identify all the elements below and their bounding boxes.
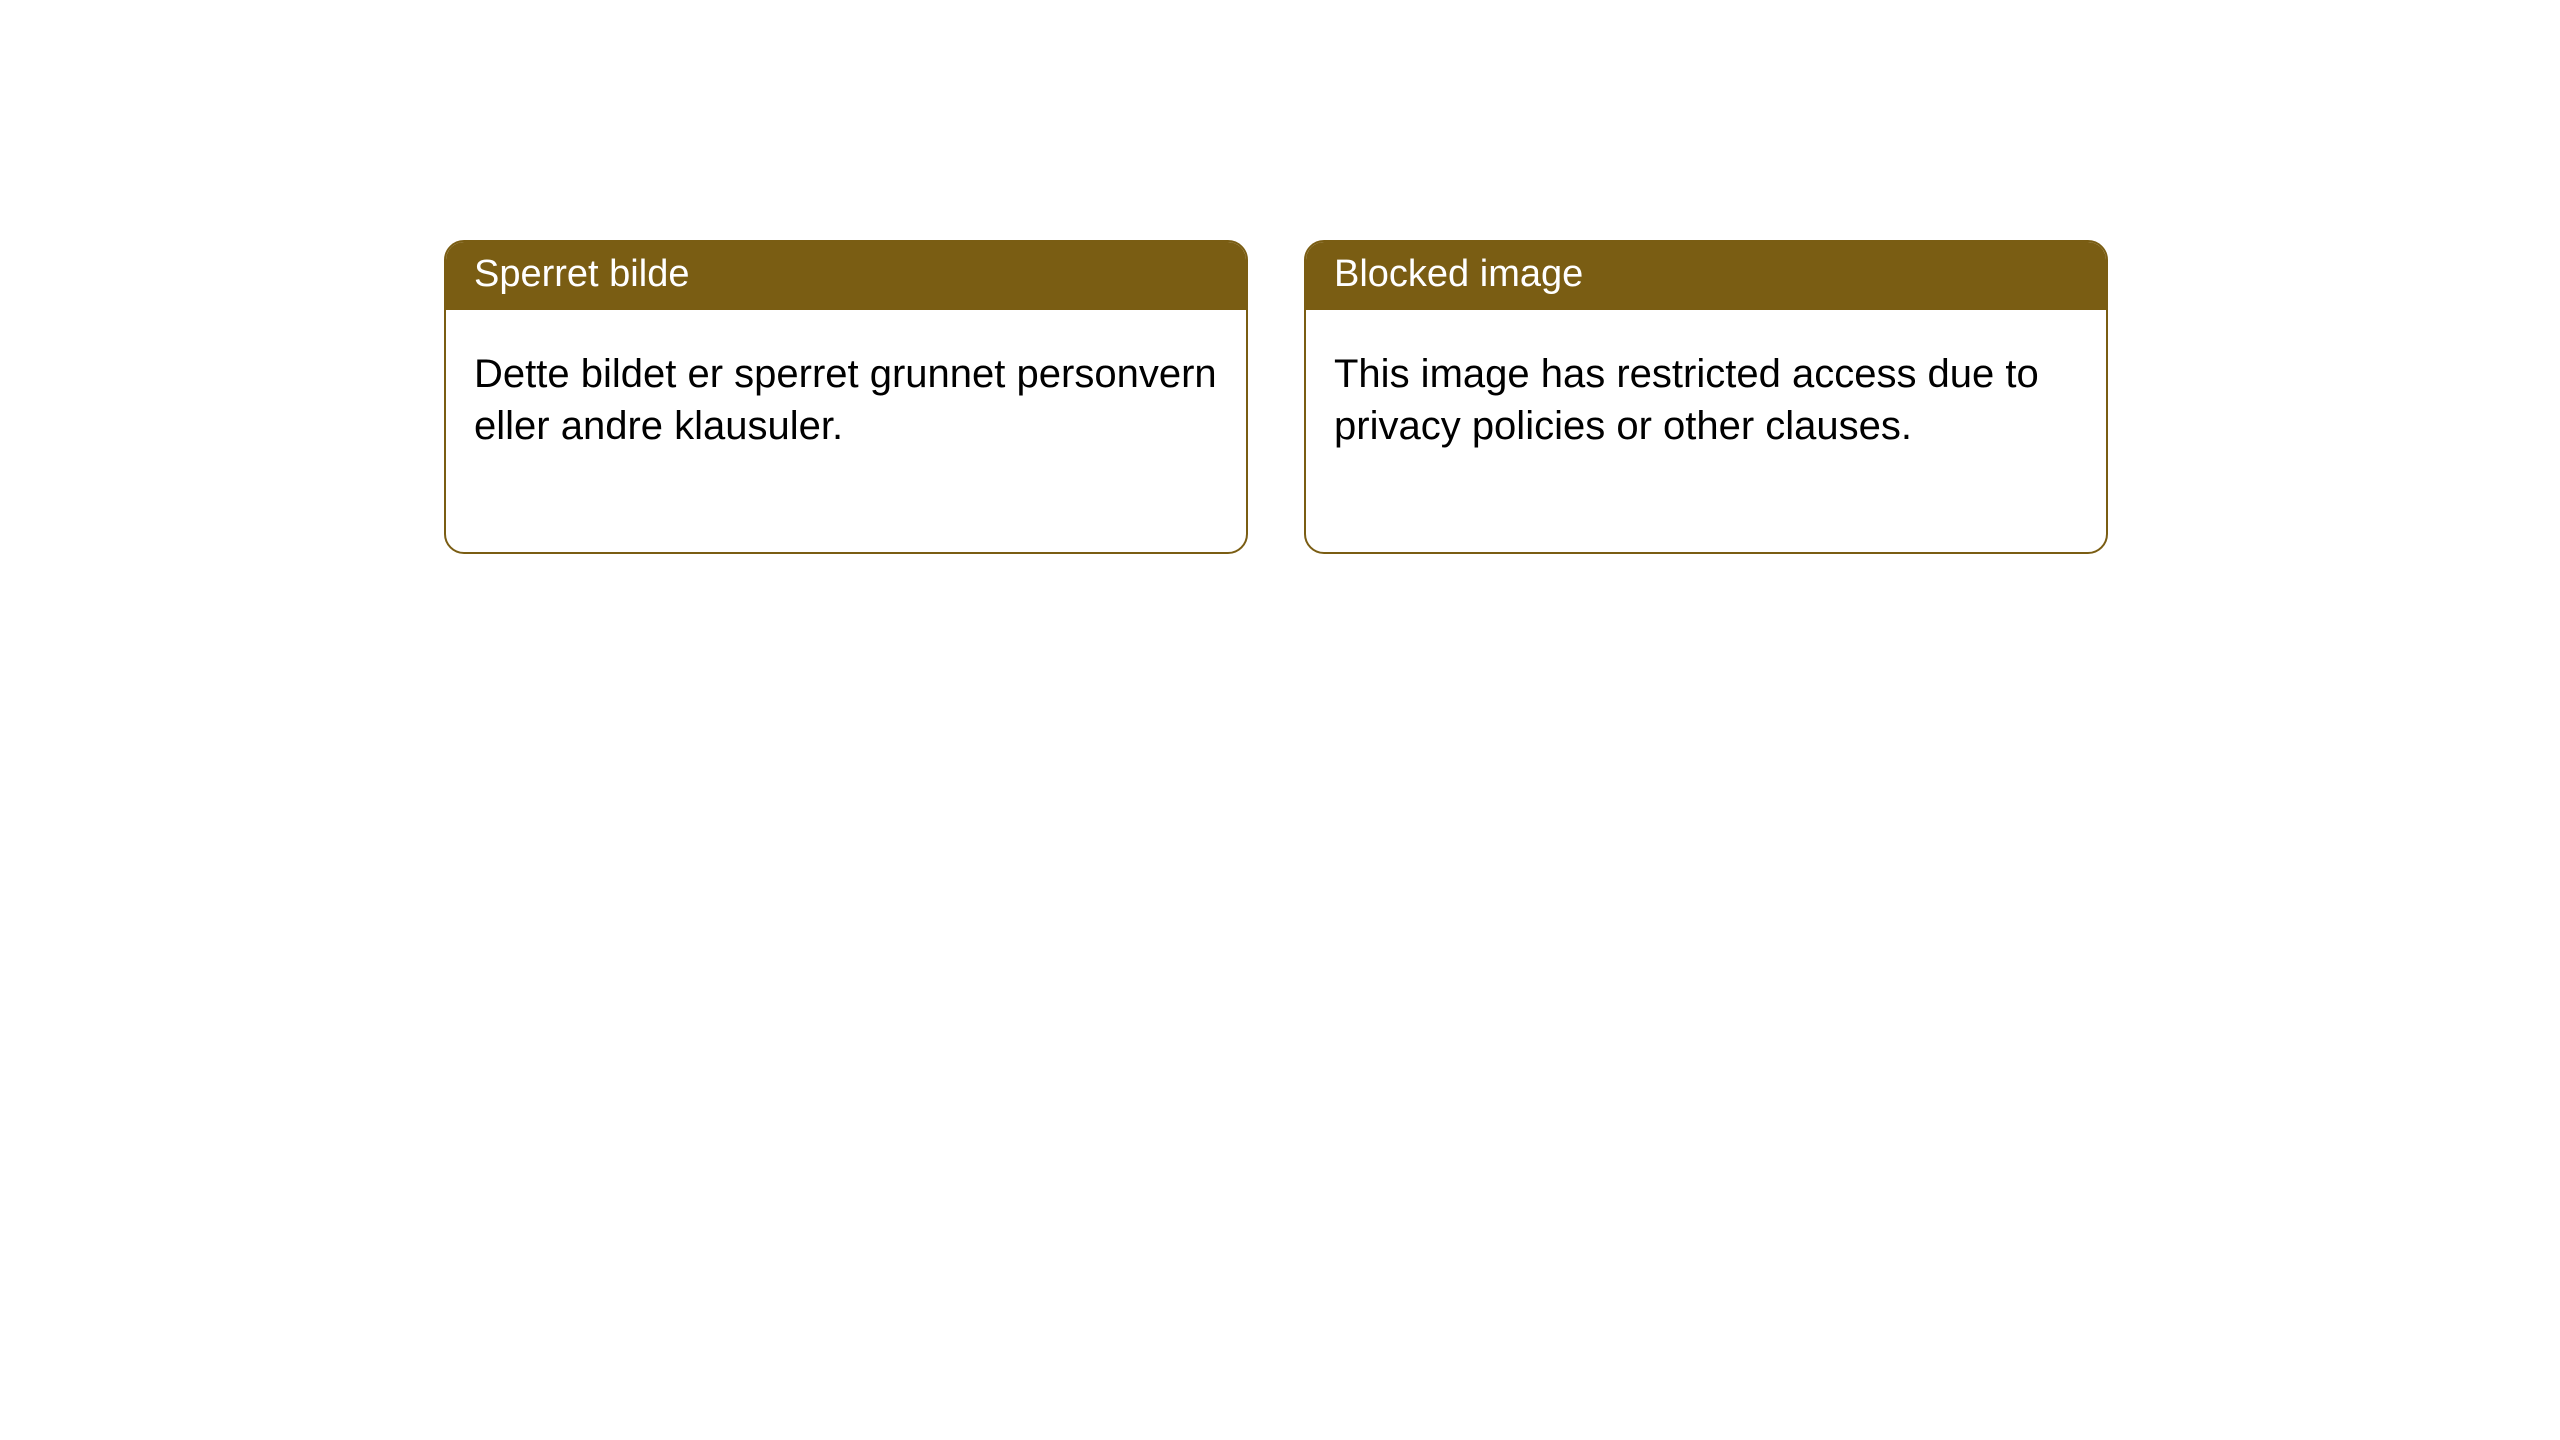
notice-card-title: Sperret bilde xyxy=(446,242,1246,310)
notice-card-body: Dette bildet er sperret grunnet personve… xyxy=(446,310,1246,552)
notice-cards-container: Sperret bilde Dette bildet er sperret gr… xyxy=(0,0,2560,554)
notice-card-body: This image has restricted access due to … xyxy=(1306,310,2106,552)
notice-card-english: Blocked image This image has restricted … xyxy=(1304,240,2108,554)
notice-card-title: Blocked image xyxy=(1306,242,2106,310)
notice-card-norwegian: Sperret bilde Dette bildet er sperret gr… xyxy=(444,240,1248,554)
